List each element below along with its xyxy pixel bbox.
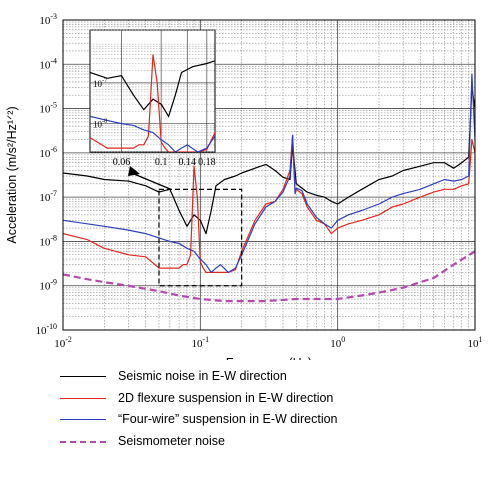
- series-line-0: [63, 86, 475, 235]
- x-tick-label: 100: [330, 335, 345, 350]
- inset-x-tick-label: 0.06: [113, 157, 131, 168]
- legend-label-seismic-noise: Seismic noise in E-W direction: [118, 369, 287, 383]
- zoom-arrow-head: [128, 166, 140, 176]
- inset-y-tick-label: 10-8: [93, 118, 107, 130]
- legend-line-seismometer-noise: [60, 440, 106, 443]
- y-tick-label: 10-5: [39, 101, 57, 116]
- series-line-3: [63, 250, 475, 303]
- zoom-arrow-line: [133, 173, 172, 190]
- plot-frame: [62, 19, 476, 331]
- legend-label-2d-flexure: 2D flexure suspension in E-W direction: [118, 390, 334, 405]
- x-tick-label: 101: [468, 335, 483, 350]
- inset-x-tick-label: 0.14: [179, 157, 197, 168]
- inset-series-line-2: [90, 115, 215, 152]
- y-tick-label: 10-8: [39, 233, 57, 248]
- legend-item-seismic-noise: Seismic noise in E-W direction: [60, 366, 480, 388]
- legend-line-seismic-noise: [60, 376, 106, 377]
- legend-item-seismometer-noise: Seismometer noise: [60, 431, 480, 453]
- y-tick-label: 10-9: [39, 278, 57, 293]
- chart-svg: 10-2 10-1 100 101 10-10 10-9 10-8 10-7 10-6 10-5 1…: [5, 12, 483, 360]
- inset-x-tick-label: 0.1: [155, 157, 168, 168]
- inset-series-group: [90, 54, 215, 152]
- legend: Seismic noise in E-W direction 2D flexur…: [60, 366, 480, 452]
- legend-line-2d-flexure: [60, 397, 106, 399]
- legend-label-four-wire: “Four-wire” suspension in E-W direction: [118, 412, 338, 426]
- series-line-2: [63, 73, 475, 273]
- y-tick-label: 10-4: [39, 56, 57, 71]
- legend-line-four-wire: [60, 419, 106, 420]
- series-group: [63, 73, 475, 303]
- series-line-1: [63, 134, 475, 273]
- x-tick-label: 10-1: [192, 335, 210, 350]
- inset-y-tick-label: 10-7: [93, 77, 108, 89]
- y-tick-label: 10-7: [39, 189, 57, 204]
- y-tick-label: 10-10: [35, 322, 57, 337]
- inset-background: [89, 29, 216, 153]
- legend-item-four-wire: “Four-wire” suspension in E-W direction: [60, 409, 480, 431]
- inset-series-line-0: [90, 60, 215, 118]
- y-tick-label: 10-6: [39, 145, 57, 160]
- y-axis-label: Acceleration (m/s²/Hz¹ᐟ²): [5, 106, 19, 243]
- y-tick-label: 10-3: [39, 12, 57, 27]
- legend-label-seismometer-noise: Seismometer noise: [118, 433, 225, 448]
- inset-x-tick-label: 0.18: [198, 157, 216, 168]
- inset-series-line-1: [90, 54, 215, 152]
- x-axis-label: Frequency (Hz): [226, 356, 312, 360]
- legend-item-2d-flexure: 2D flexure suspension in E-W direction: [60, 388, 480, 410]
- x-tick-label: 10-2: [54, 335, 72, 350]
- zoom-box: [158, 188, 243, 287]
